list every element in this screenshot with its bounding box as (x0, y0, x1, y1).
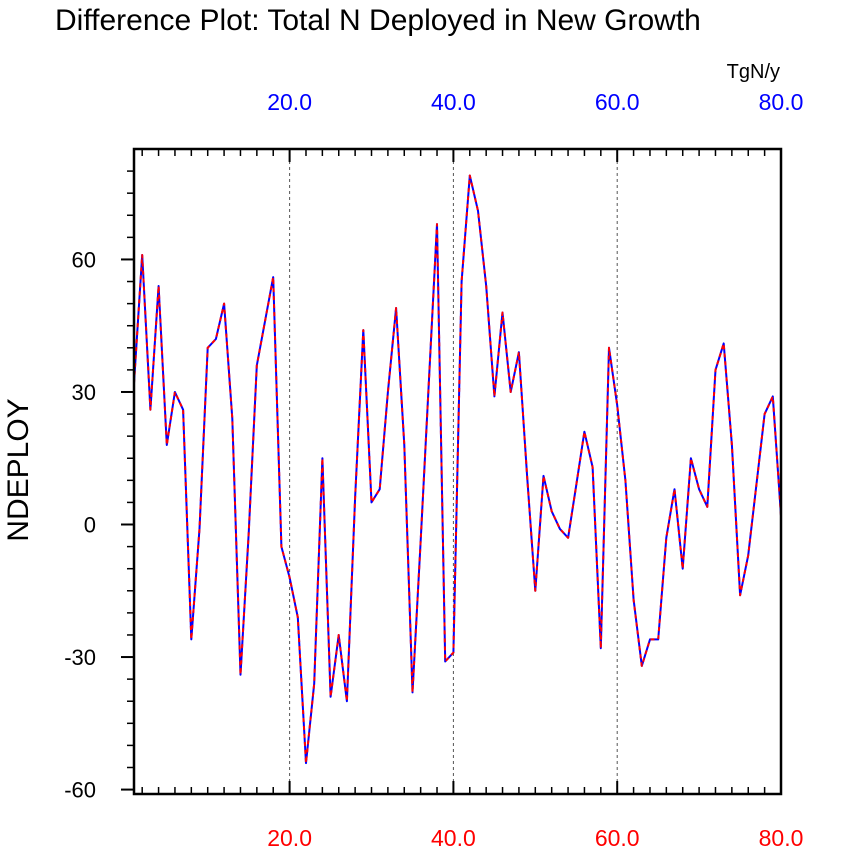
x-tick-label-top-40: 40.0 (431, 89, 476, 115)
y-tick-label-60: 60 (72, 247, 96, 272)
chart-title: Difference Plot: Total N Deployed in New… (55, 4, 701, 37)
grid-lines (289, 149, 618, 794)
x-tick-label-bottom-40: 40.0 (431, 825, 476, 851)
x-tick-label-bottom-80: 80.0 (759, 825, 804, 851)
plot-frame (132, 147, 783, 796)
y-axis-label: NDEPLOY (2, 398, 35, 541)
x-tick-label-bottom-20: 20.0 (267, 825, 312, 851)
axis-ticks (121, 149, 782, 794)
y-tick-label--60: -60 (64, 778, 96, 803)
series-blue-solid (133, 174, 782, 765)
x-tick-label-top-80: 80.0 (759, 89, 804, 115)
units-label: TgN/y (727, 61, 780, 83)
tick-labels: -60 -30 0 30 60 20.0 20.0 40.0 40.0 60.0 60.0 80.0 8… (64, 89, 803, 851)
x-tick-label-top-20: 20.0 (267, 89, 312, 115)
y-tick-label-0: 0 (84, 513, 96, 538)
series-lines (133, 174, 782, 765)
y-tick-label--30: -30 (64, 645, 96, 670)
x-tick-label-top-60: 60.0 (595, 89, 640, 115)
y-tick-label-30: 30 (72, 380, 96, 405)
series-red-dashed (133, 174, 782, 765)
x-tick-label-bottom-60: 60.0 (595, 825, 640, 851)
